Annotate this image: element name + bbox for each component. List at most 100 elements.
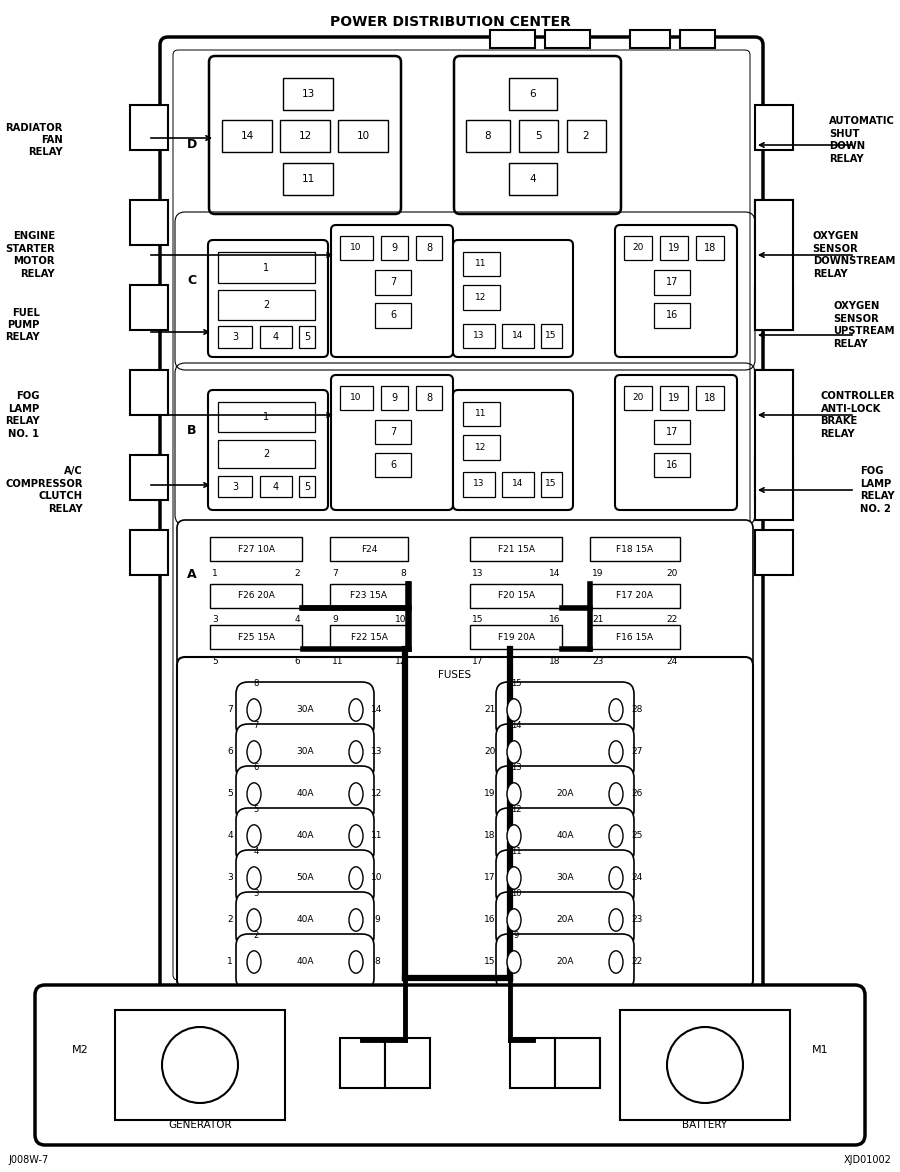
Text: 7: 7 [227,706,233,715]
Text: 18: 18 [704,393,716,403]
Text: 7: 7 [390,277,396,287]
Ellipse shape [507,783,521,805]
Bar [519,120,558,152]
Text: 21: 21 [592,615,603,625]
Text: FUEL
PUMP
RELAY: FUEL PUMP RELAY [5,307,40,342]
Text: 3: 3 [232,482,239,492]
Text: 6: 6 [253,763,258,772]
Text: 5: 5 [254,805,258,815]
Text: 24: 24 [667,656,678,666]
Text: 9: 9 [391,393,397,403]
Text: 12: 12 [475,293,487,301]
Text: 20: 20 [633,244,643,252]
Text: 9: 9 [513,932,518,940]
Text: 1: 1 [227,958,233,967]
Text: 21: 21 [484,706,496,715]
Bar [463,402,500,425]
FancyBboxPatch shape [177,657,753,988]
Text: 5: 5 [304,332,310,342]
Text: 9: 9 [332,615,338,625]
Bar [545,30,590,48]
Ellipse shape [247,908,261,932]
Text: GENERATOR: GENERATOR [168,1120,232,1130]
Ellipse shape [507,908,521,932]
Bar [470,584,562,608]
Bar [463,323,495,348]
Text: M1: M1 [812,1045,828,1055]
Ellipse shape [349,950,363,973]
Text: 18: 18 [548,656,560,666]
Ellipse shape [609,908,623,932]
Text: F25 15A: F25 15A [238,633,274,641]
Text: 18: 18 [484,831,496,840]
Bar [696,386,724,410]
Text: 7: 7 [253,722,258,730]
Text: 30A: 30A [556,873,574,883]
Bar [218,326,252,348]
Text: 8: 8 [374,958,380,967]
Bar [283,163,333,195]
Bar [340,386,373,410]
Bar [260,476,292,497]
Bar [340,1038,385,1088]
Bar [130,105,168,150]
Bar [755,530,793,575]
FancyBboxPatch shape [236,934,374,990]
Ellipse shape [247,783,261,805]
Bar [330,584,408,608]
Text: 13: 13 [510,763,521,772]
Bar [375,270,411,295]
FancyBboxPatch shape [496,850,634,906]
Bar [299,326,315,348]
Bar [218,440,315,468]
Ellipse shape [247,950,261,973]
Text: 15: 15 [472,615,483,625]
Bar [260,326,292,348]
Text: 14: 14 [512,479,524,489]
Text: 17: 17 [484,873,496,883]
FancyBboxPatch shape [160,38,763,993]
Ellipse shape [507,950,521,973]
Text: 16: 16 [548,615,560,625]
FancyBboxPatch shape [496,934,634,990]
Bar [502,323,534,348]
Text: 11: 11 [371,831,382,840]
Text: F19 20A: F19 20A [498,633,535,641]
FancyBboxPatch shape [236,766,374,822]
Text: 40A: 40A [296,915,314,925]
Bar [755,370,793,415]
Text: 4: 4 [227,831,233,840]
Text: F18 15A: F18 15A [616,545,653,553]
Text: 40A: 40A [296,790,314,798]
Text: 20: 20 [633,394,643,402]
Text: 20A: 20A [556,915,574,925]
Ellipse shape [349,741,363,763]
Text: 14: 14 [549,568,560,578]
FancyBboxPatch shape [236,808,374,864]
Text: 14: 14 [372,706,382,715]
Bar [416,236,442,260]
Text: F16 15A: F16 15A [616,633,653,641]
Bar [375,304,411,328]
Bar [130,285,168,331]
Text: 20A: 20A [556,790,574,798]
Bar [218,289,315,320]
Bar [280,120,330,152]
Text: 3: 3 [212,615,218,625]
Text: 1: 1 [212,568,218,578]
Bar [696,236,724,260]
Text: XJD01002: XJD01002 [844,1154,892,1165]
Text: 17: 17 [472,656,483,666]
Ellipse shape [609,783,623,805]
Ellipse shape [507,699,521,721]
Bar [283,79,333,110]
Text: 14: 14 [511,722,521,730]
Bar [338,120,388,152]
Text: M2: M2 [72,1045,88,1055]
Ellipse shape [349,699,363,721]
Bar [470,537,562,561]
Text: 4: 4 [273,482,279,492]
Text: A: A [187,568,197,581]
Bar [466,120,510,152]
Text: 3: 3 [232,332,239,342]
